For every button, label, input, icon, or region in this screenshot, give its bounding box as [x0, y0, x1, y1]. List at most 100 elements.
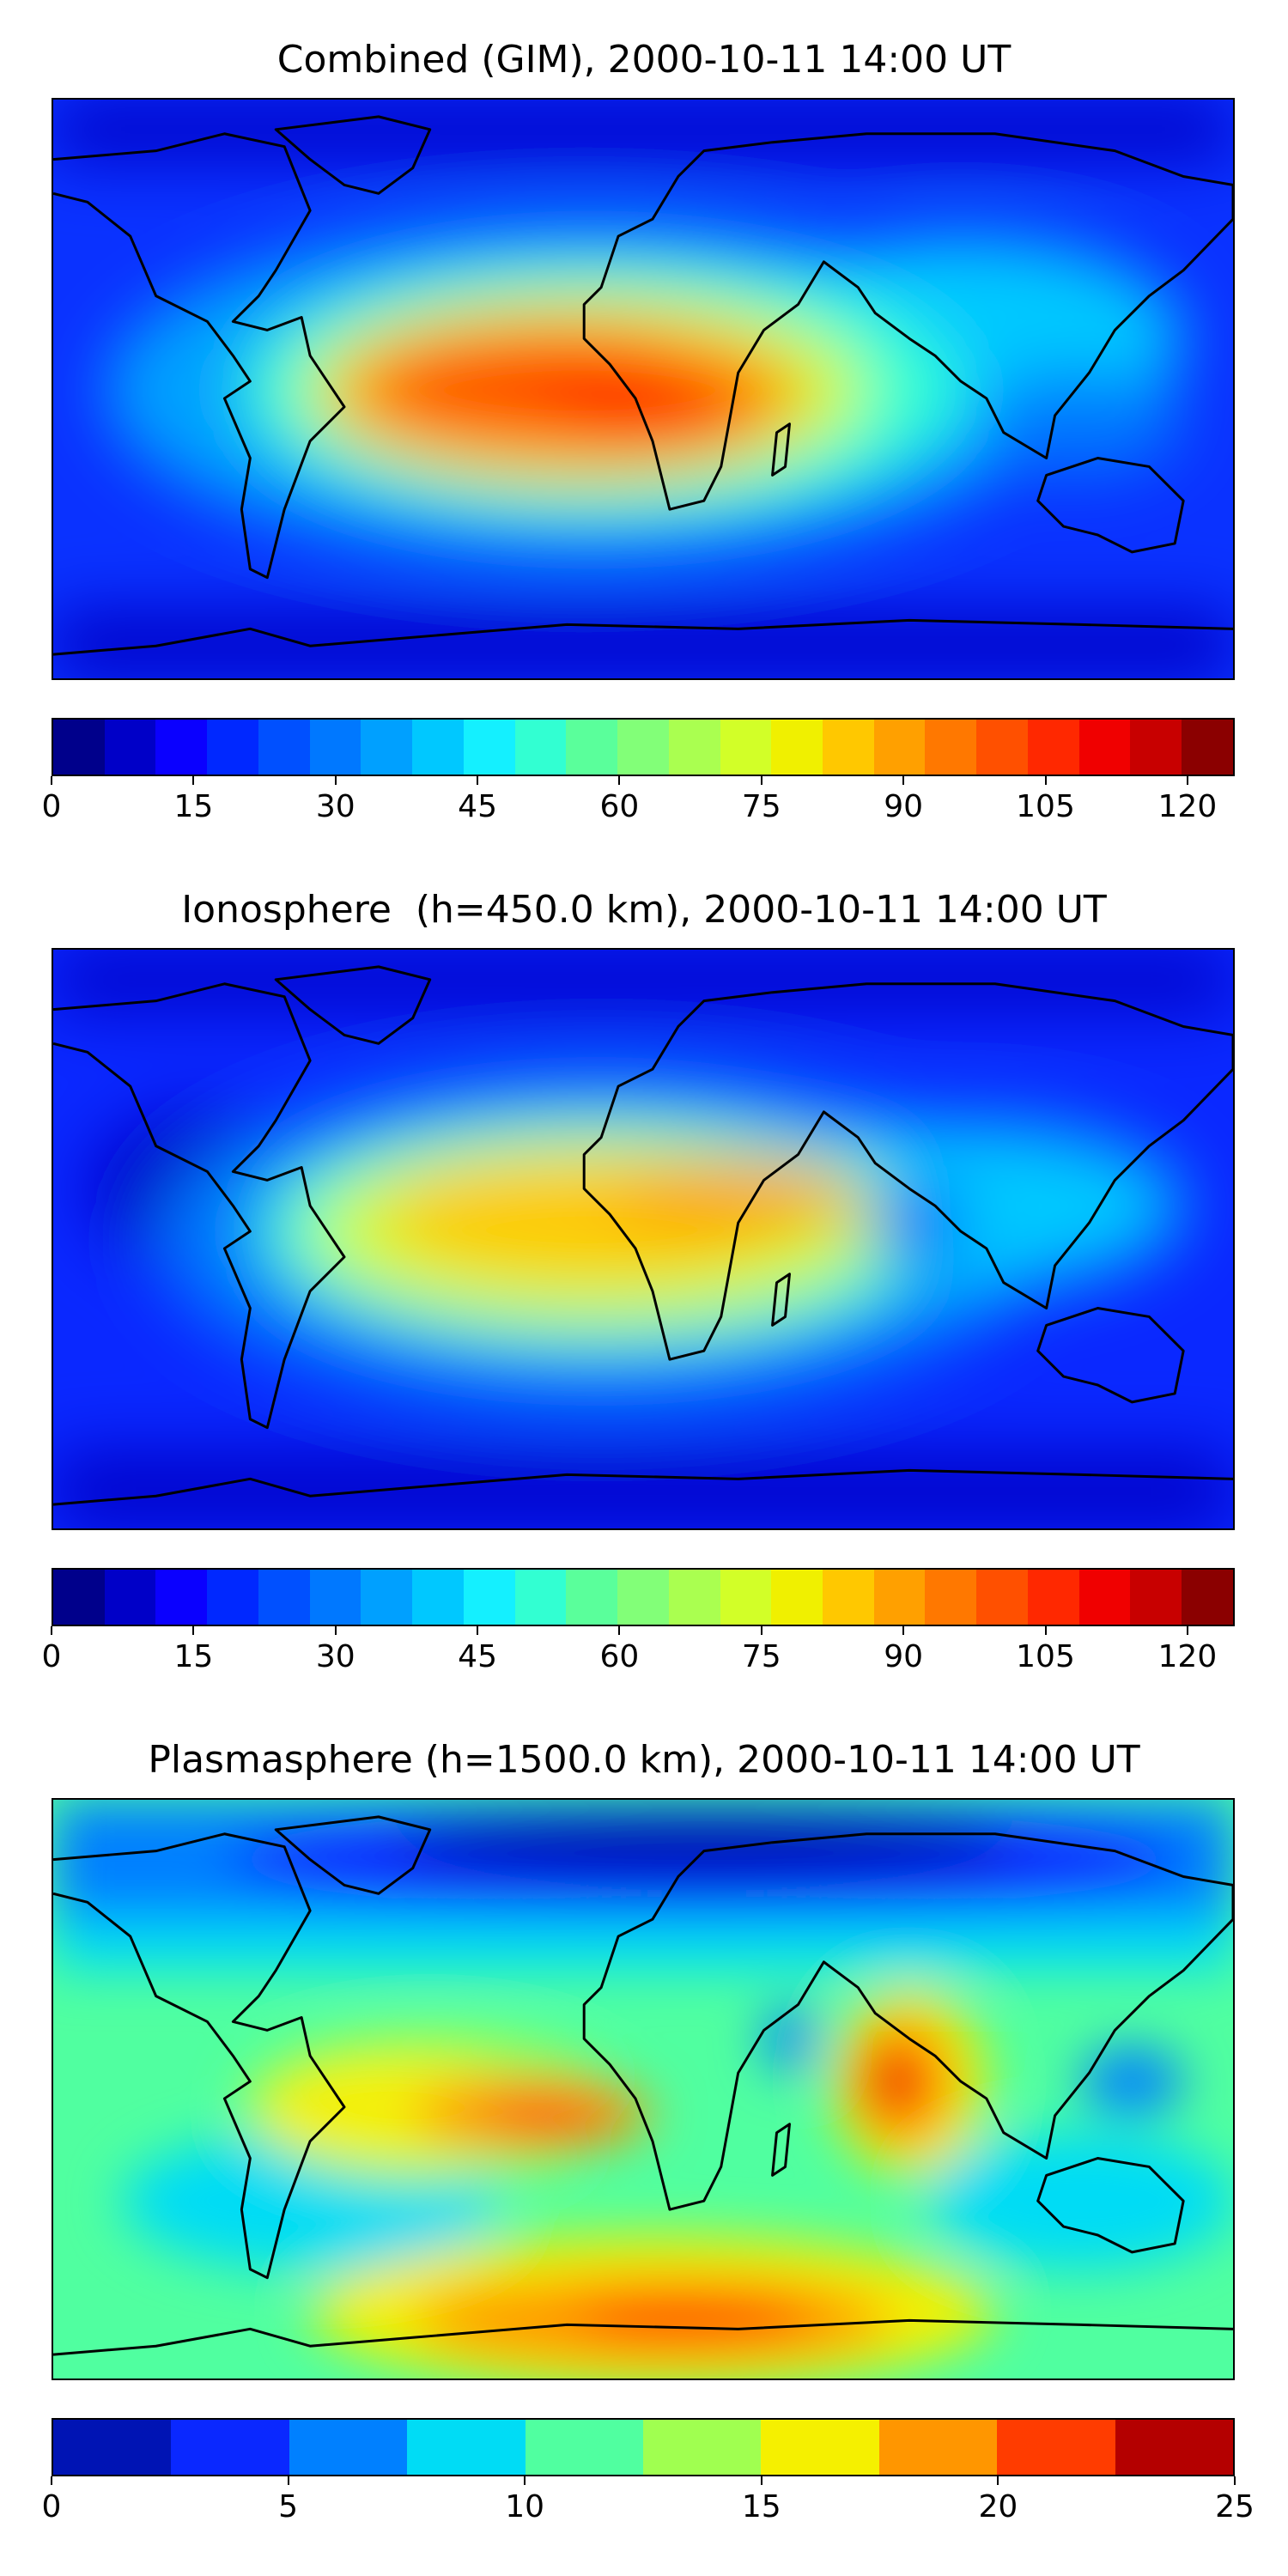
- colorbar-segment: [643, 2420, 762, 2475]
- colorbar-tick-label: 105: [1016, 789, 1075, 824]
- colorbar-tick: [51, 2476, 52, 2485]
- colorbar-tick: [1234, 2476, 1236, 2485]
- colorbar-tick: [618, 776, 621, 785]
- colorbar-segment: [412, 720, 464, 775]
- colorbar-tick-label: 15: [173, 1639, 214, 1674]
- field-band-south: [53, 611, 1233, 678]
- colorbar-tick-label: 25: [1215, 2489, 1255, 2524]
- colorbar-tick: [1186, 776, 1188, 785]
- colorbar-segment: [566, 720, 618, 775]
- colorbar-tick: [902, 776, 905, 785]
- field-zone-orange: [610, 1158, 867, 1236]
- colorbar-segment: [720, 1570, 772, 1625]
- colorbar-segment: [997, 2420, 1115, 2475]
- colorbar-segment: [53, 720, 105, 775]
- colorbar-tick: [51, 1626, 52, 1635]
- coastlines-ionosphere: [53, 965, 1233, 1506]
- colorbar-segment: [514, 1570, 567, 1625]
- coastline-madagascar: [771, 2123, 791, 2177]
- field-zone-pacific-blue: [1080, 2047, 1184, 2116]
- colorbar-segment: [761, 2420, 879, 2475]
- colorbar-tick: [287, 2476, 289, 2485]
- coastline-australia: [1036, 2157, 1185, 2254]
- colorbar-segment: [309, 720, 361, 775]
- colorbar-segment: [566, 1570, 618, 1625]
- colorbar-segment: [463, 1570, 515, 1625]
- colorbar-tick-label: 45: [458, 789, 497, 824]
- colorbar-segment: [53, 1570, 105, 1625]
- coastline-greenland: [274, 965, 432, 1045]
- colorbar-tick: [51, 776, 52, 785]
- colorbar-segment: [525, 2420, 644, 2475]
- colorbar-tick: [760, 776, 762, 785]
- map-svg-combined: [53, 100, 1233, 678]
- colorbar-tick: [902, 1626, 905, 1635]
- colorbar-tick: [1044, 1626, 1047, 1635]
- colorbar-tick: [1044, 776, 1047, 785]
- colorbar-tick: [477, 1626, 479, 1635]
- colorbar-segment: [407, 2420, 526, 2475]
- colorbar-tick: [760, 2476, 762, 2485]
- colorbar-segment: [668, 720, 720, 775]
- colorbar-tick-label: 75: [741, 789, 781, 824]
- colorbar-ionosphere: [52, 1568, 1235, 1626]
- map-svg-plasmasphere: [53, 1800, 1233, 2379]
- coastline-antarctica: [53, 1468, 1233, 1506]
- coastline-greenland: [274, 115, 432, 195]
- panel-title-combined: Combined (GIM), 2000-10-11 14:00 UT: [276, 38, 1012, 82]
- colorbar-tick-label: 60: [599, 1639, 640, 1674]
- colorbar-segment: [104, 720, 156, 775]
- colorbar-segment: [1078, 1570, 1131, 1625]
- colorbar-segment: [463, 720, 515, 775]
- field-zone-hot: [532, 368, 756, 446]
- colorbar-tick-label: 60: [599, 789, 640, 824]
- colorbar-tick: [334, 776, 337, 785]
- colorbar-segment: [1130, 720, 1182, 775]
- panel-title-plasmasphere: Plasmasphere (h=1500.0 km), 2000-10-11 1…: [148, 1738, 1140, 1782]
- coastline-madagascar: [771, 1273, 791, 1327]
- colorbar-segment: [823, 1570, 874, 1625]
- colorbar-tick-label: 10: [505, 2489, 545, 2524]
- colorbar-segment: [1130, 1570, 1182, 1625]
- colorbar-segment: [873, 720, 926, 775]
- coastline-australia: [1036, 457, 1185, 554]
- field-band-north: [53, 100, 1233, 160]
- colorbar-segment: [361, 720, 413, 775]
- colorbar-segment: [155, 1570, 208, 1625]
- coastline-americas: [53, 132, 346, 580]
- colorbar-tick: [524, 2476, 526, 2485]
- colorbar-tick: [760, 1626, 762, 1635]
- colorbar-tick-label: 0: [41, 1639, 62, 1674]
- colorbar-tick-label: 5: [278, 2489, 299, 2524]
- colorbar-segment: [976, 1570, 1028, 1625]
- colorbar-tick-label: 120: [1157, 789, 1218, 824]
- coastline-afro-eurasia: [582, 982, 1233, 1361]
- colorbar-segment: [514, 720, 567, 775]
- coastline-afro-eurasia: [582, 132, 1233, 511]
- colorbar-segment: [1182, 1570, 1233, 1625]
- coastline-madagascar: [771, 422, 791, 477]
- colorbar-segment: [207, 1570, 258, 1625]
- colorbar-tick: [334, 1626, 337, 1635]
- colorbar-segment: [873, 1570, 926, 1625]
- colorbar-segment: [1078, 720, 1131, 775]
- field-zone-indian: [875, 1180, 961, 1266]
- colorbar-segment: [878, 2420, 998, 2475]
- colorbar-tick-label: 75: [741, 1639, 781, 1674]
- coastline-antarctica: [53, 2318, 1233, 2356]
- colorbar-tick-label: 105: [1016, 1639, 1075, 1674]
- colorbar-tick-label: 90: [884, 789, 924, 824]
- field-zone-south-red: [575, 2294, 816, 2338]
- field-combined: [53, 100, 1233, 678]
- colorbar-segment: [668, 1570, 720, 1625]
- colorbar-segment: [309, 1570, 361, 1625]
- colorbar-segment: [1115, 2420, 1234, 2475]
- colorbar-segment: [104, 1570, 156, 1625]
- colorbar-tick-label: 90: [884, 1639, 924, 1674]
- field-band-north: [53, 950, 1233, 1010]
- colorbar-segment: [1027, 1570, 1079, 1625]
- colorbar-segment: [771, 720, 823, 775]
- colorbar-segment: [207, 720, 258, 775]
- field-zone-darkest-north: [395, 1807, 1012, 1877]
- colorbar-tick-label: 30: [315, 789, 355, 824]
